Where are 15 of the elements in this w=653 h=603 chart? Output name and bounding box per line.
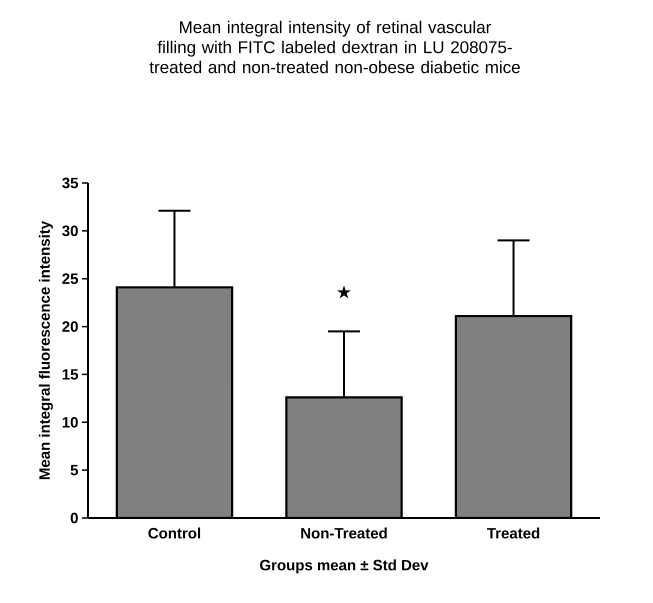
annotation: ★	[337, 285, 351, 298]
y-tick-label: 5	[70, 464, 78, 476]
x-tick-label: Non-Treated	[301, 528, 387, 539]
chart-title: Mean integral intensity of retinal vascular filling with FITC labeled dextran in LU 208075-treated and non-treated non-obese diabetic mice	[150, 20, 520, 74]
y-tick-label: 25	[62, 273, 78, 284]
y-tick-label: 20	[62, 321, 78, 332]
x-tick-label: Treated	[487, 528, 540, 539]
y-tick-label: 10	[62, 416, 78, 428]
y-tick-label: 30	[62, 226, 78, 236]
x-tick-label: Control	[148, 528, 200, 539]
x-axis-title: Groups mean ± Std Dev	[260, 559, 428, 574]
y-tick-label: 0	[70, 512, 78, 524]
y-tick-label: 35	[62, 178, 78, 188]
y-tick-label: 15	[62, 369, 78, 380]
y-axis-title: Mean integral fluorescence intensity	[38, 220, 53, 480]
